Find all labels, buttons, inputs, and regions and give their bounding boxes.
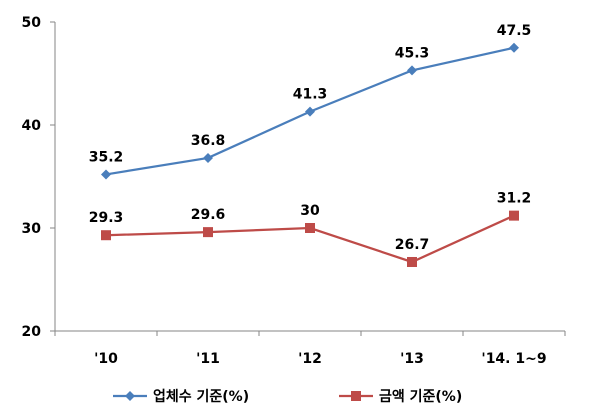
data-point [101, 230, 111, 241]
data-point [101, 169, 111, 180]
x-tick-label: '14. 1~9 [481, 351, 546, 367]
legend: 업체수 기준(%) 금액 기준(%) [113, 388, 462, 405]
x-tick-label: '11 [196, 351, 220, 367]
data-label: 36.8 [191, 133, 226, 149]
x-tick-label: '13 [400, 351, 424, 367]
legend-swatch-marker [351, 391, 361, 401]
data-point [203, 227, 213, 238]
x-tick-label: '10 [94, 351, 118, 367]
legend-item: 금액 기준(%) [339, 388, 462, 405]
series-2: 29.3 29.6 30 26.7 31.2 [89, 191, 532, 267]
data-label: 30 [300, 203, 320, 219]
data-point [407, 65, 417, 76]
data-label: 35.2 [89, 149, 124, 165]
x-axis: '10 '11 '12 '13 '14. 1~9 [54, 330, 566, 367]
data-point [407, 256, 417, 267]
data-label: 29.3 [89, 210, 124, 226]
data-point [509, 210, 519, 221]
data-label: 26.7 [395, 237, 430, 253]
legend-label: 금액 기준(%) [379, 388, 462, 405]
data-label: 41.3 [293, 87, 328, 103]
legend-label: 업체수 기준(%) [153, 389, 249, 405]
data-label: 29.6 [191, 207, 226, 223]
legend-item: 업체수 기준(%) [113, 389, 249, 405]
y-tick-label: 30 [22, 221, 42, 237]
series-line [105, 214, 515, 264]
y-tick-label: 40 [22, 118, 42, 134]
series-1: 35.2 36.8 41.3 45.3 47.5 [89, 23, 532, 180]
data-label: 45.3 [395, 45, 430, 61]
series-layer: 35.2 36.8 41.3 45.3 47.5 29.3 29.6 30 26.7 31.2 [89, 23, 532, 267]
x-tick-label: '12 [298, 351, 322, 367]
y-axis: 20 30 40 50 [22, 15, 56, 340]
data-label: 47.5 [497, 23, 532, 39]
data-point [305, 223, 315, 233]
y-tick-label: 20 [22, 324, 42, 340]
data-label: 31.2 [497, 191, 532, 207]
y-tick-label: 50 [22, 15, 42, 31]
data-point [305, 106, 315, 117]
data-point [509, 42, 519, 53]
data-point [203, 152, 213, 163]
legend-swatch-marker [125, 391, 135, 401]
